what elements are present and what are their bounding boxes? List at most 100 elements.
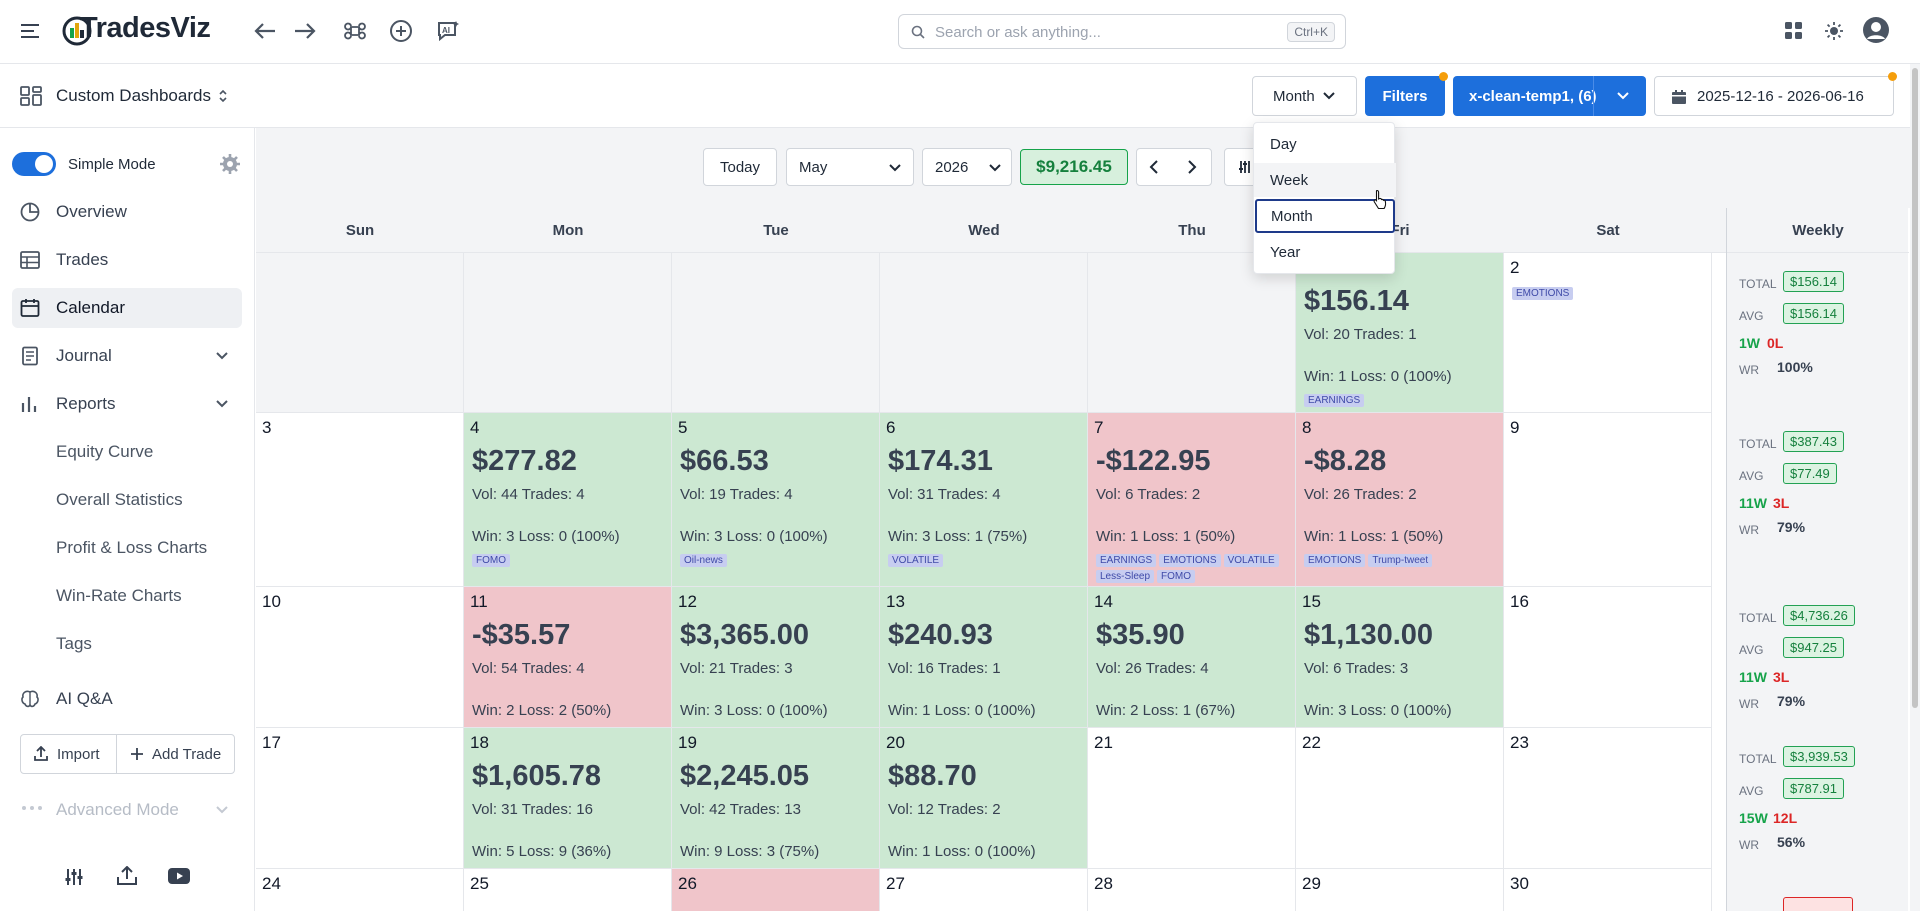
app-name[interactable]: TradesViz [80, 12, 211, 44]
day-cell-15[interactable]: 15 $1,130.00 Vol: 6 Trades: 3 Win: 3 Loss: … [1296, 587, 1504, 728]
chevron-updown-icon[interactable] [218, 88, 228, 104]
day-cell-17[interactable]: 17 [256, 728, 464, 869]
weekly-losses: 12L [1773, 810, 1798, 826]
advanced-mode-toggle[interactable]: Advanced Mode [20, 796, 235, 826]
sliders-icon[interactable] [64, 868, 84, 886]
sidebar-item-overall-statistics[interactable]: Overall Statistics [56, 490, 183, 509]
ai-chat-icon[interactable]: AI [432, 14, 466, 48]
sidebar-item-equity-curve[interactable]: Equity Curve [56, 442, 154, 461]
day-cell-13[interactable]: 13 $240.93 Vol: 16 Trades: 1 Win: 1 Loss: 0… [880, 587, 1088, 728]
day-cell-18[interactable]: 18 $1,605.78 Vol: 31 Trades: 16 Win: 5 Loss… [464, 728, 672, 869]
sidebar-item-tags[interactable]: Tags [56, 634, 92, 653]
account-select[interactable]: x-clean-temp1, (6) [1453, 76, 1646, 116]
day-cell-19[interactable]: 19 $2,245.05 Vol: 42 Trades: 13 Win: 9 Loss… [672, 728, 880, 869]
filters-button[interactable]: Filters [1365, 76, 1445, 116]
user-avatar-icon[interactable] [1859, 13, 1893, 47]
day-cell-27[interactable]: 27 [880, 869, 1088, 911]
youtube-icon[interactable] [168, 868, 190, 884]
day-cell-5[interactable]: 5 $66.53 Vol: 19 Trades: 4 Win: 3 Loss: 0 (… [672, 413, 880, 587]
tag-badge[interactable]: VOLATILE [888, 554, 944, 567]
date-range-value: 2025-12-16 - 2026-06-16 [1697, 87, 1864, 105]
day-cell-20[interactable]: 20 $88.70 Vol: 12 Trades: 2 Win: 1 Loss: 0 … [880, 728, 1088, 869]
theme-sun-icon[interactable] [1817, 14, 1851, 48]
day-cell-21[interactable]: 21 [1088, 728, 1296, 869]
day-cell-4[interactable]: 4 $277.82 Vol: 44 Trades: 4 Win: 3 Loss: 0 … [464, 413, 672, 587]
tag-badge[interactable]: FOMO [472, 554, 510, 567]
dashboard-select[interactable]: Custom Dashboards [56, 86, 211, 105]
day-cell-25[interactable]: 25 [464, 869, 672, 911]
sidebar-item-winrate-charts[interactable]: Win-Rate Charts [56, 586, 182, 605]
dropdown-option-week[interactable]: Week [1254, 163, 1396, 197]
tag-badge[interactable]: EARNINGS [1304, 394, 1365, 407]
tag-badge[interactable]: Less-Sleep [1096, 570, 1155, 583]
back-arrow-icon[interactable] [248, 14, 282, 48]
import-button[interactable]: Import [21, 735, 117, 773]
chevron-right-icon[interactable] [1187, 160, 1197, 174]
day-cell-6[interactable]: 6 $174.31 Vol: 31 Trades: 4 Win: 3 Loss: 1 … [880, 413, 1088, 587]
dropdown-option-year[interactable]: Year [1270, 243, 1301, 261]
day-cell-23[interactable]: 23 [1504, 728, 1712, 869]
chevron-left-icon[interactable] [1149, 160, 1159, 174]
tag-badge[interactable]: EMOTIONS [1512, 287, 1574, 300]
tag-badge[interactable]: Trump-tweet [1368, 554, 1433, 567]
day-cell-24[interactable]: 24 [256, 869, 464, 911]
sidebar-item-reports[interactable]: Reports [12, 384, 242, 424]
search-input[interactable]: Search or ask anything... Ctrl+K [898, 14, 1346, 49]
day-cell-30[interactable]: 30 [1504, 869, 1712, 911]
date-range-picker[interactable]: 2025-12-16 - 2026-06-16 [1654, 76, 1894, 116]
share-upload-icon[interactable] [116, 866, 138, 886]
day-cell-28[interactable]: 28 [1088, 869, 1296, 911]
sidebar-item-journal[interactable]: Journal [12, 336, 242, 376]
tag-badge[interactable]: EMOTIONS [1159, 554, 1221, 567]
simple-mode-toggle[interactable] [12, 152, 56, 176]
day-cell-11[interactable]: 11 -$35.57 Vol: 54 Trades: 4 Win: 2 Loss: 2… [464, 587, 672, 728]
day-cell-29[interactable]: 29 [1296, 869, 1504, 911]
sidebar-item-pnl-charts[interactable]: Profit & Loss Charts [56, 538, 208, 557]
year-select[interactable]: 2026 [922, 148, 1012, 186]
tag-badge[interactable]: EARNINGS [1096, 554, 1157, 567]
day-cell-9[interactable]: 9 [1504, 413, 1712, 587]
scrollbar-thumb[interactable] [1912, 68, 1918, 708]
tag-badge[interactable]: FOMO [1157, 570, 1196, 583]
tag-badge[interactable]: EMOTIONS [1304, 554, 1366, 567]
day-cell-16[interactable]: 16 [1504, 587, 1712, 728]
tag-badge[interactable]: Oil-news [680, 554, 727, 567]
day-cell-14[interactable]: 14 $35.90 Vol: 26 Trades: 4 Win: 2 Loss: 1 … [1088, 587, 1296, 728]
page-scrollbar[interactable] [1910, 64, 1920, 911]
sidebar-item-trades[interactable]: Trades [12, 240, 242, 280]
dropdown-option-day[interactable]: Day [1270, 135, 1297, 153]
sidebar-item-ai-qa[interactable]: AI Q&A [12, 679, 242, 719]
day-cell-3[interactable]: 3 [256, 413, 464, 587]
forward-arrow-icon[interactable] [288, 14, 322, 48]
chevron-down-icon [1617, 92, 1629, 100]
day-cell-2[interactable]: 2 EMOTIONS [1504, 253, 1712, 413]
day-cell-22[interactable]: 22 [1296, 728, 1504, 869]
month-select[interactable]: May [786, 148, 914, 186]
day-cell-8[interactable]: 8 -$8.28 Vol: 26 Trades: 2 Win: 1 Loss: 1 (… [1296, 413, 1504, 587]
day-cell-10[interactable]: 10 [256, 587, 464, 728]
add-trade-button[interactable]: Add Trade [118, 735, 234, 773]
view-period-select[interactable]: Month [1252, 76, 1357, 116]
pie-chart-icon [20, 202, 40, 222]
sidebar-item-calendar[interactable]: Calendar [12, 288, 242, 328]
dropdown-option-month[interactable]: Month [1255, 199, 1395, 233]
logo-icon[interactable] [62, 14, 92, 46]
weekly-summary: TOTAL $3,939.53 AVG $787.91 WR 15W 12L 56% [1739, 746, 1904, 866]
import-label: Import [57, 745, 100, 763]
today-button[interactable]: Today [703, 148, 777, 186]
gear-icon[interactable] [220, 154, 240, 174]
command-icon[interactable] [338, 14, 372, 48]
add-circle-icon[interactable] [384, 14, 418, 48]
apps-grid-icon[interactable] [1777, 14, 1811, 48]
sidebar-item-overview[interactable]: Overview [12, 192, 242, 232]
view-period-value: Month [1273, 87, 1315, 105]
tag-badge[interactable]: VOLATILE [1223, 554, 1279, 567]
month-value: May [799, 158, 828, 176]
menu-icon[interactable] [14, 14, 48, 48]
weekly-wr-label: WR [1739, 697, 1759, 711]
weekly-total-value: $4,736.26 [1783, 605, 1855, 626]
day-cell-7[interactable]: 7 -$122.95 Vol: 6 Trades: 2 Win: 1 Loss: 1 … [1088, 413, 1296, 587]
day-cell-26[interactable]: 26 [672, 869, 880, 911]
day-cell-12[interactable]: 12 $3,365.00 Vol: 21 Trades: 3 Win: 3 Loss:… [672, 587, 880, 728]
